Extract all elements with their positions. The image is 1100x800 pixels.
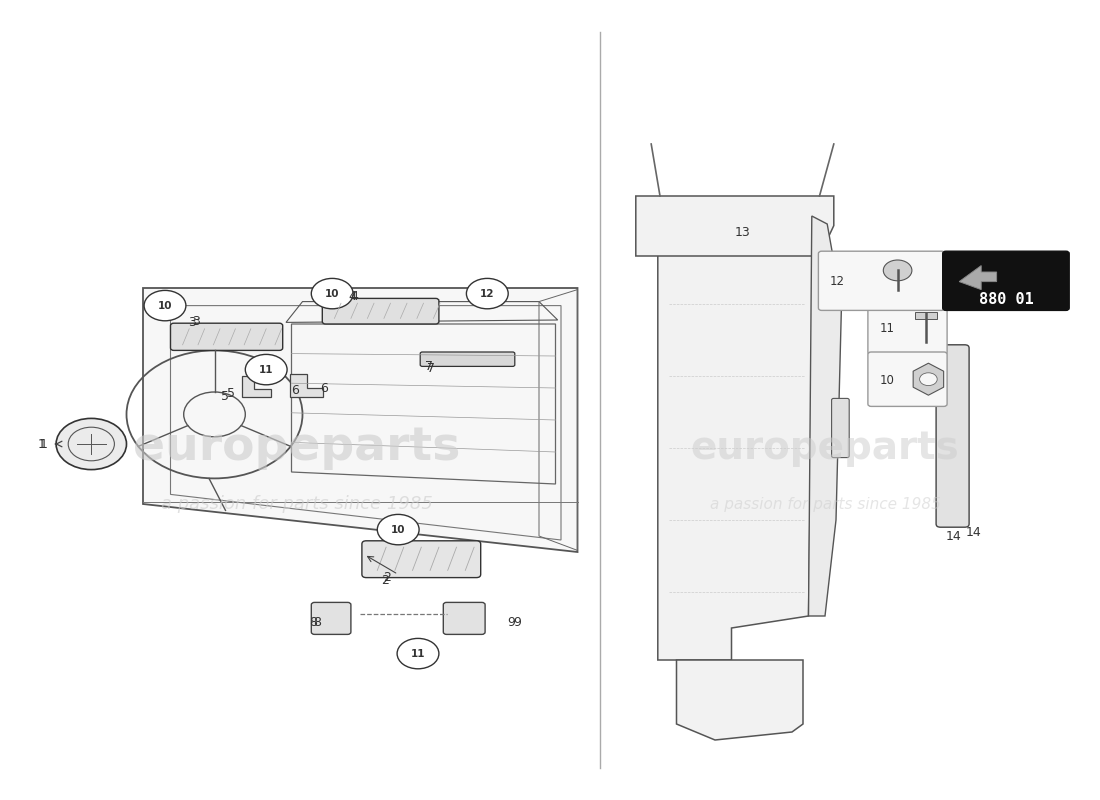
Polygon shape [959,266,997,290]
Polygon shape [143,288,578,552]
Text: 10: 10 [324,289,340,298]
Circle shape [245,354,287,385]
FancyBboxPatch shape [443,602,485,634]
Polygon shape [242,376,271,397]
Text: 880 01: 880 01 [979,292,1033,306]
Text: 8: 8 [309,616,318,629]
Text: 11: 11 [880,322,895,334]
Polygon shape [913,363,944,395]
Polygon shape [808,216,842,616]
Polygon shape [658,216,814,660]
Text: europeparts: europeparts [133,426,461,470]
Text: 12: 12 [829,275,845,288]
Circle shape [883,260,912,281]
Text: 4: 4 [350,290,359,302]
Text: 2: 2 [381,574,389,586]
Text: 4: 4 [348,290,356,302]
Polygon shape [636,196,834,256]
Text: 3: 3 [188,316,197,329]
Polygon shape [290,374,323,397]
Circle shape [56,418,126,470]
Circle shape [397,638,439,669]
Text: 11: 11 [410,649,426,658]
Text: 6: 6 [320,382,329,395]
Text: 13: 13 [735,226,750,238]
Text: 12: 12 [480,289,495,298]
Text: 5: 5 [227,387,235,400]
FancyBboxPatch shape [943,251,1069,310]
Text: 2: 2 [383,571,392,584]
Text: 10: 10 [390,525,406,534]
FancyBboxPatch shape [420,352,515,366]
Text: 8: 8 [312,616,321,629]
Circle shape [377,514,419,545]
Circle shape [311,278,353,309]
Text: 11: 11 [258,365,274,374]
Text: 7: 7 [425,360,433,373]
FancyBboxPatch shape [915,312,937,319]
Text: 6: 6 [290,384,299,397]
Circle shape [920,373,937,386]
FancyBboxPatch shape [868,300,947,354]
Text: 1: 1 [40,438,48,450]
Text: 7: 7 [427,362,436,374]
Text: 3: 3 [191,315,200,328]
FancyBboxPatch shape [832,398,849,458]
Text: 14: 14 [966,526,981,538]
Text: 1: 1 [37,438,46,450]
FancyBboxPatch shape [170,323,283,350]
FancyBboxPatch shape [818,251,945,310]
FancyBboxPatch shape [362,541,481,578]
Text: 9: 9 [513,616,521,629]
FancyBboxPatch shape [322,298,439,324]
Text: europeparts: europeparts [691,429,959,467]
Circle shape [144,290,186,321]
Text: a passion for parts since 1985: a passion for parts since 1985 [161,495,433,513]
Circle shape [466,278,508,309]
Text: 5: 5 [221,390,230,402]
FancyBboxPatch shape [311,602,351,634]
Polygon shape [676,660,803,740]
Text: a passion for parts since 1985: a passion for parts since 1985 [710,497,940,511]
FancyBboxPatch shape [868,352,947,406]
FancyBboxPatch shape [936,345,969,527]
Text: 14: 14 [946,530,961,542]
Text: 9: 9 [507,616,516,629]
Text: 10: 10 [880,374,895,386]
Text: 10: 10 [157,301,173,310]
